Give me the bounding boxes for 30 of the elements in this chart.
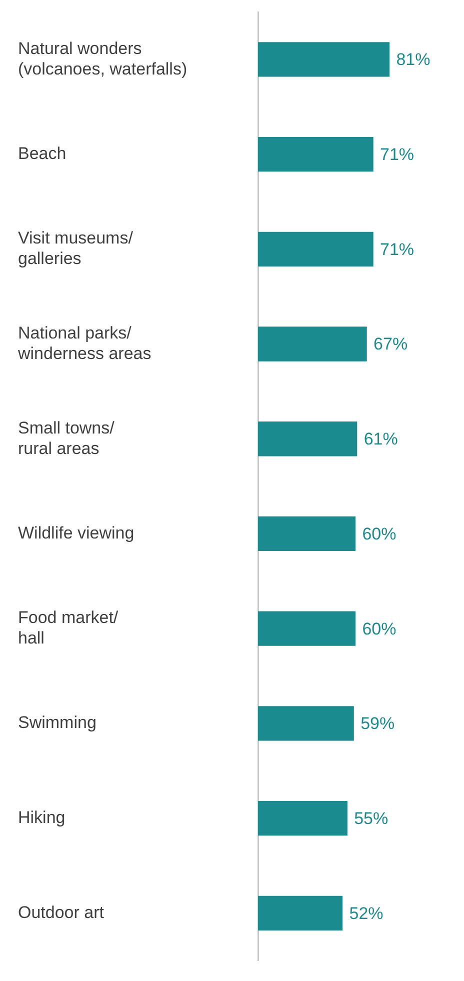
bar bbox=[258, 706, 354, 741]
y-tick-label: Food market/ hall bbox=[18, 608, 118, 648]
bar bbox=[258, 136, 374, 172]
y-tick-label: Small towns/ rural areas bbox=[18, 418, 115, 458]
y-tick-label: Natural wonders (volcanoes, waterfalls) bbox=[18, 38, 188, 78]
y-tick-label: Outdoor art bbox=[18, 902, 104, 922]
bar bbox=[258, 896, 343, 930]
y-tick-label: Swimming bbox=[18, 713, 96, 732]
bar bbox=[258, 42, 390, 77]
y-tick-label: Beach bbox=[18, 144, 66, 163]
y-tick-label: Hiking bbox=[18, 808, 66, 827]
data-label: 60% bbox=[362, 619, 396, 638]
data-label: 71% bbox=[380, 144, 414, 164]
bar bbox=[258, 611, 356, 646]
data-label: 59% bbox=[360, 714, 395, 734]
data-label: 52% bbox=[349, 904, 384, 923]
bar bbox=[258, 232, 374, 266]
data-label: 60% bbox=[362, 524, 396, 544]
bar bbox=[258, 326, 367, 362]
data-label: 81% bbox=[396, 50, 430, 70]
bar bbox=[258, 800, 348, 836]
data-label: 71% bbox=[380, 240, 414, 259]
y-tick-label: National parks/ winderness areas bbox=[17, 323, 152, 363]
y-tick-label: Wildlife viewing bbox=[18, 523, 134, 542]
y-tick-label: Visit museums/ galleries bbox=[18, 228, 134, 268]
bar bbox=[258, 516, 356, 552]
data-label: 67% bbox=[374, 334, 408, 354]
bar bbox=[258, 422, 358, 456]
data-label: 61% bbox=[364, 430, 398, 449]
data-label: 55% bbox=[354, 808, 388, 828]
